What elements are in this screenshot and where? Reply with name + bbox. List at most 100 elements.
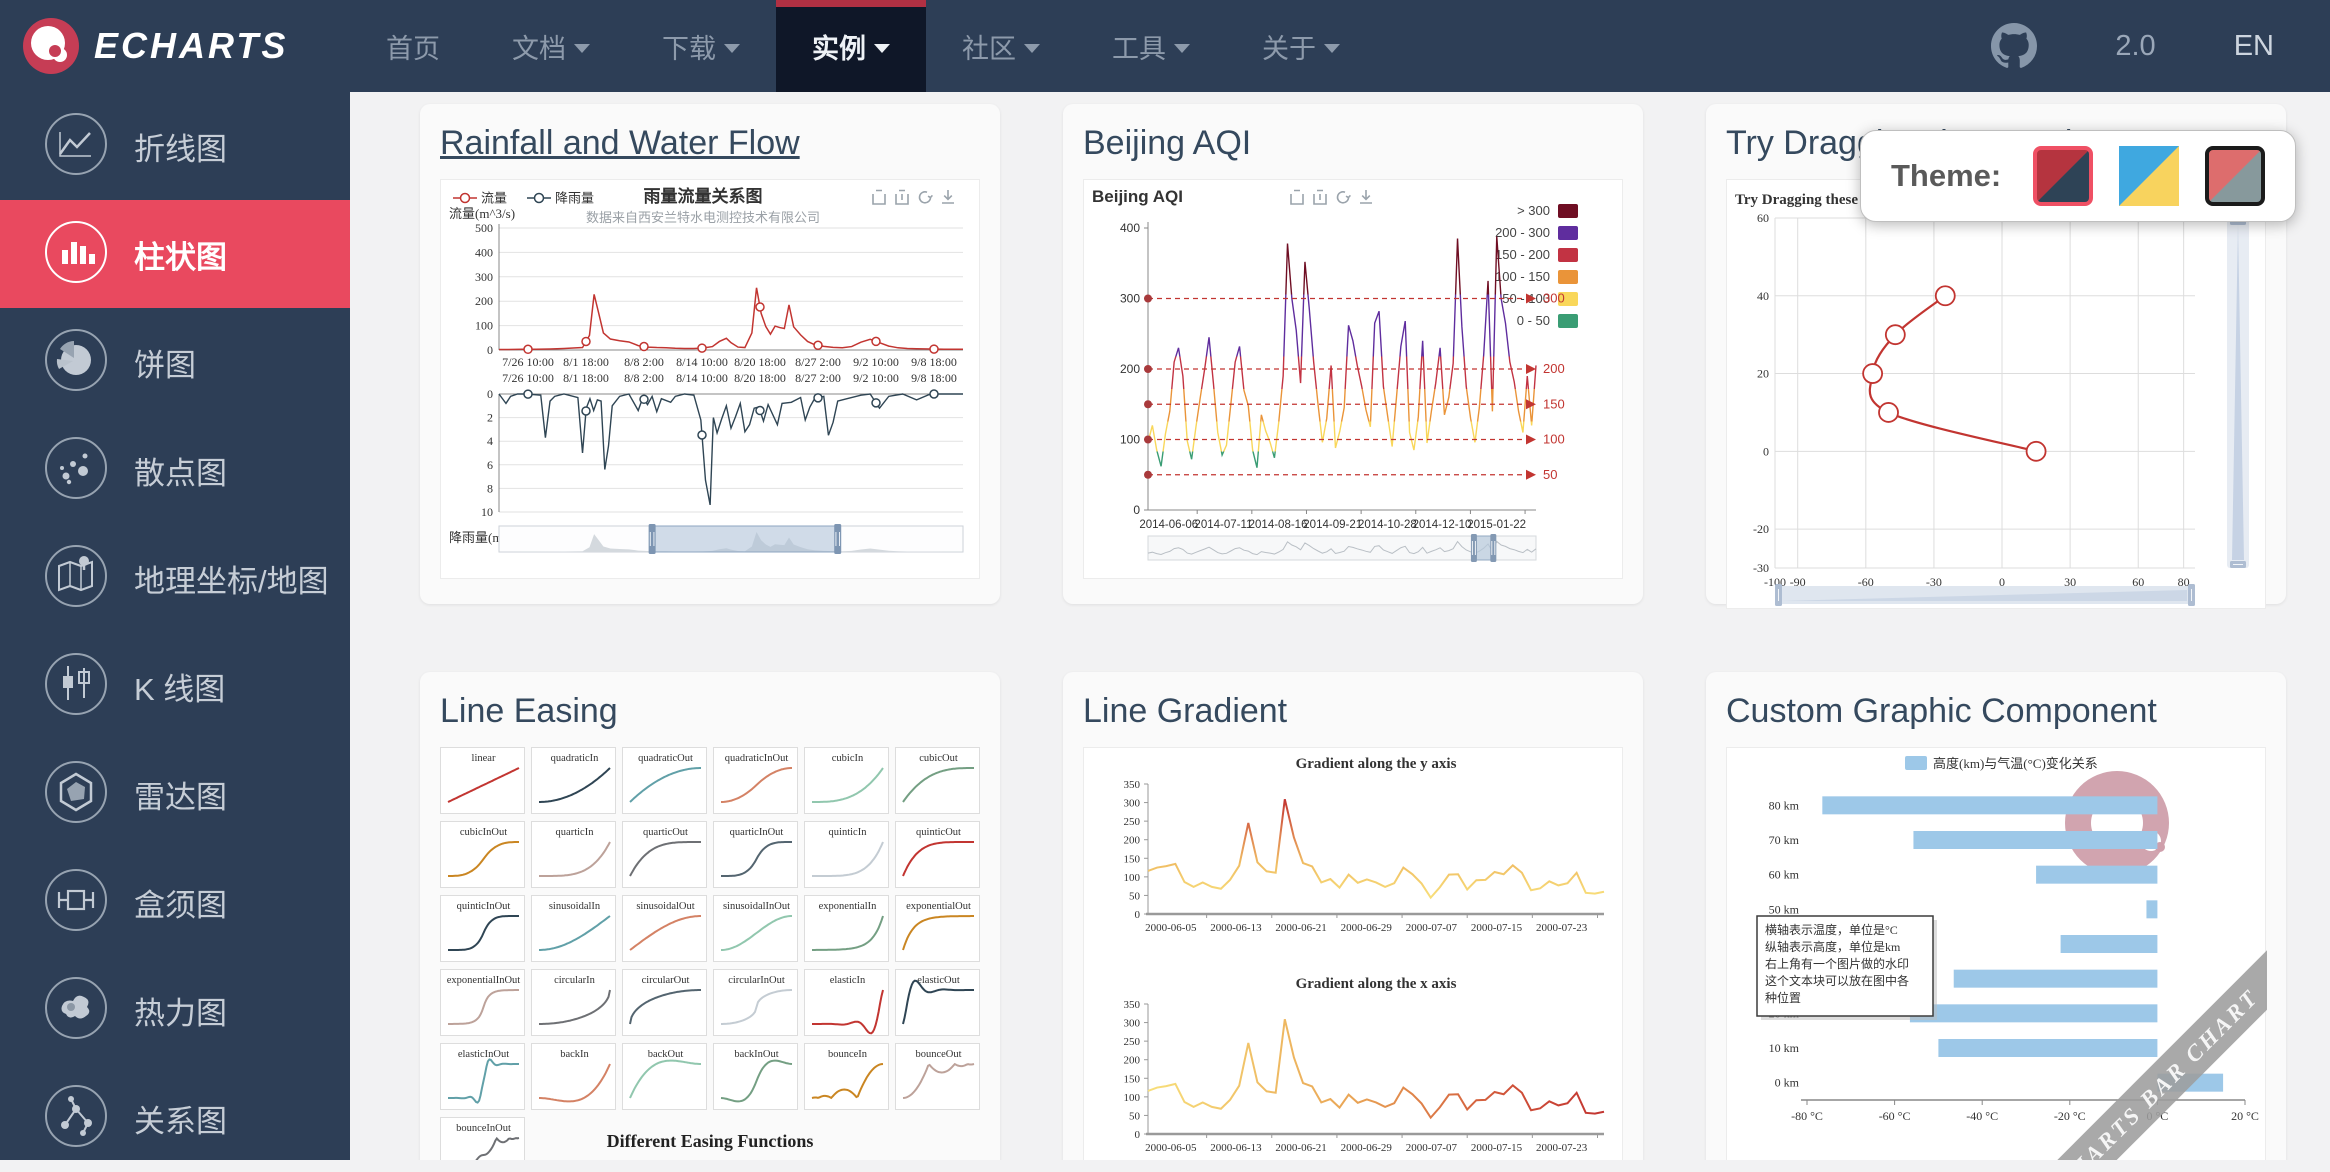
theme-swatch-macarons[interactable]: [2119, 146, 2179, 206]
svg-text:0: 0: [1133, 503, 1140, 517]
version-select[interactable]: 2.0: [2115, 30, 2155, 63]
legend[interactable]: 流量降雨量: [453, 191, 594, 206]
svg-text:9/8 18:00: 9/8 18:00: [911, 355, 957, 369]
datazoom-horizontal[interactable]: [1775, 584, 2195, 606]
nav-item-工具[interactable]: 工具: [1076, 0, 1226, 92]
easing-panel-elasticInOut: elasticInOut: [440, 1043, 525, 1110]
sidebar-item-盒须图[interactable]: 盒须图: [0, 848, 350, 956]
svg-text:80 km: 80 km: [1769, 798, 1800, 812]
datazoom-handle[interactable]: [1471, 534, 1477, 562]
sidebar-item-K 线图[interactable]: K 线图: [0, 632, 350, 740]
svg-text:-40 °C: -40 °C: [1966, 1109, 1998, 1123]
nav-item-首页[interactable]: 首页: [350, 0, 476, 92]
data-zoom-icon[interactable]: [896, 191, 908, 205]
chart-container-rain[interactable]: 流量降雨量雨量流量关系图数据来自西安兰特水电测控技术有限公司流量(m^3/s)5…: [440, 179, 980, 579]
svg-text:100: 100: [475, 319, 493, 333]
datazoom-handle[interactable]: [834, 524, 841, 554]
svg-text:200: 200: [1120, 362, 1140, 376]
github-link[interactable]: [1991, 23, 2037, 69]
data-zoom-icon[interactable]: [1314, 191, 1326, 205]
mark-icon[interactable]: [1291, 191, 1303, 205]
bar[interactable]: [1913, 831, 2157, 849]
bar[interactable]: [1954, 970, 2158, 988]
svg-text:quadraticInOut: quadraticInOut: [725, 753, 789, 764]
nav-item-关于[interactable]: 关于: [1226, 0, 1376, 92]
example-card-rain: Rainfall and Water Flow 流量降雨量雨量流量关系图数据来自西…: [420, 104, 1000, 604]
svg-text:circularOut: circularOut: [642, 975, 690, 986]
mark-icon[interactable]: [873, 191, 885, 205]
chart-container-custom[interactable]: 高度(km)与气温(°C)变化关系-80 °C-60 °C-40 °C-20 °…: [1726, 747, 2266, 1160]
sidebar-item-label: 饼图: [134, 340, 196, 385]
bar[interactable]: [2146, 900, 2157, 918]
sidebar-item-热力图[interactable]: 热力图: [0, 956, 350, 1064]
theme-swatch-default-selected[interactable]: [2033, 146, 2093, 206]
brand[interactable]: ECHARTS: [0, 0, 350, 92]
svg-text:9/2 10:00: 9/2 10:00: [853, 355, 899, 369]
example-title-link[interactable]: Rainfall and Water Flow: [440, 124, 980, 163]
sidebar-item-折线图[interactable]: 折线图: [0, 92, 350, 200]
sidebar-item-雷达图[interactable]: 雷达图: [0, 740, 350, 848]
chart-canvas[interactable]: 高度(km)与气温(°C)变化关系-80 °C-60 °C-40 °C-20 °…: [1727, 748, 2267, 1160]
svg-text:2000-06-21: 2000-06-21: [1275, 1142, 1326, 1154]
easing-panel-quinticIn: quinticIn: [804, 821, 889, 888]
svg-text:0: 0: [487, 387, 493, 401]
bar[interactable]: [1822, 796, 2157, 814]
datazoom-slider[interactable]: [499, 524, 963, 554]
sidebar-item-饼图[interactable]: 饼图: [0, 308, 350, 416]
lang-toggle[interactable]: EN: [2234, 30, 2274, 63]
bar[interactable]: [1938, 1039, 2157, 1057]
sidebar-item-关系图[interactable]: 关系图: [0, 1064, 350, 1172]
draggable-point[interactable]: [2027, 442, 2046, 461]
nav-item-文档[interactable]: 文档: [476, 0, 626, 92]
svg-text:cubicInOut: cubicInOut: [460, 827, 507, 838]
chart-canvas[interactable]: 流量降雨量雨量流量关系图数据来自西安兰特水电测控技术有限公司流量(m^3/s)5…: [441, 180, 981, 580]
nav-item-实例[interactable]: 实例: [776, 0, 926, 92]
svg-text:exponentialOut: exponentialOut: [906, 901, 971, 912]
datazoom-handle[interactable]: [1490, 534, 1496, 562]
datazoom-slider[interactable]: [1148, 534, 1536, 562]
sidebar-item-柱状图[interactable]: 柱状图: [0, 200, 350, 308]
svg-text:150 - 200: 150 - 200: [1495, 247, 1550, 262]
restore-icon[interactable]: [920, 192, 933, 203]
legend[interactable]: 高度(km)与气温(°C)变化关系: [1905, 756, 2098, 771]
restore-icon[interactable]: [1338, 192, 1351, 203]
sidebar-item-地理坐标/地图[interactable]: 地理坐标/地图: [0, 524, 350, 632]
datazoom-vertical[interactable]: [2227, 218, 2249, 568]
svg-text:2000-06-13: 2000-06-13: [1210, 1142, 1262, 1154]
easing-panel-circularInOut: circularInOut: [713, 969, 798, 1036]
example-title-link[interactable]: Line Easing: [440, 692, 980, 731]
nav-item-社区[interactable]: 社区: [926, 0, 1076, 92]
datazoom-handle[interactable]: [649, 524, 656, 554]
draggable-point[interactable]: [1879, 403, 1898, 422]
example-title-link[interactable]: Line Gradient: [1083, 692, 1623, 731]
svg-text:200: 200: [1124, 1055, 1141, 1067]
save-image-icon[interactable]: [1360, 190, 1372, 203]
theme-swatch-shine[interactable]: [2205, 146, 2265, 206]
svg-text:2014-12-10: 2014-12-10: [1413, 519, 1472, 531]
chart-canvas[interactable]: Gradient along the y axis350300250200150…: [1084, 748, 1624, 1160]
bar[interactable]: [2036, 866, 2157, 884]
save-image-icon[interactable]: [942, 190, 954, 203]
easing-panel-exponentialInOut: exponentialInOut: [440, 969, 525, 1036]
easing-panel-quarticInOut: quarticInOut: [713, 821, 798, 888]
svg-text:8/14 10:00: 8/14 10:00: [676, 371, 728, 385]
draggable-point[interactable]: [1863, 364, 1882, 383]
draggable-point[interactable]: [1936, 286, 1955, 305]
nav-item-label: 工具: [1112, 27, 1166, 66]
svg-text:2000-07-15: 2000-07-15: [1471, 1142, 1523, 1154]
nav-item-下载[interactable]: 下载: [626, 0, 776, 92]
svg-text:400: 400: [1120, 221, 1140, 235]
example-title-link[interactable]: Beijing AQI: [1083, 124, 1623, 163]
draggable-point[interactable]: [1886, 325, 1905, 344]
bar[interactable]: [2061, 935, 2158, 953]
example-title-link[interactable]: Custom Graphic Component: [1726, 692, 2266, 731]
bar[interactable]: [1910, 1004, 2157, 1022]
sidebar-item-散点图[interactable]: 散点图: [0, 416, 350, 524]
